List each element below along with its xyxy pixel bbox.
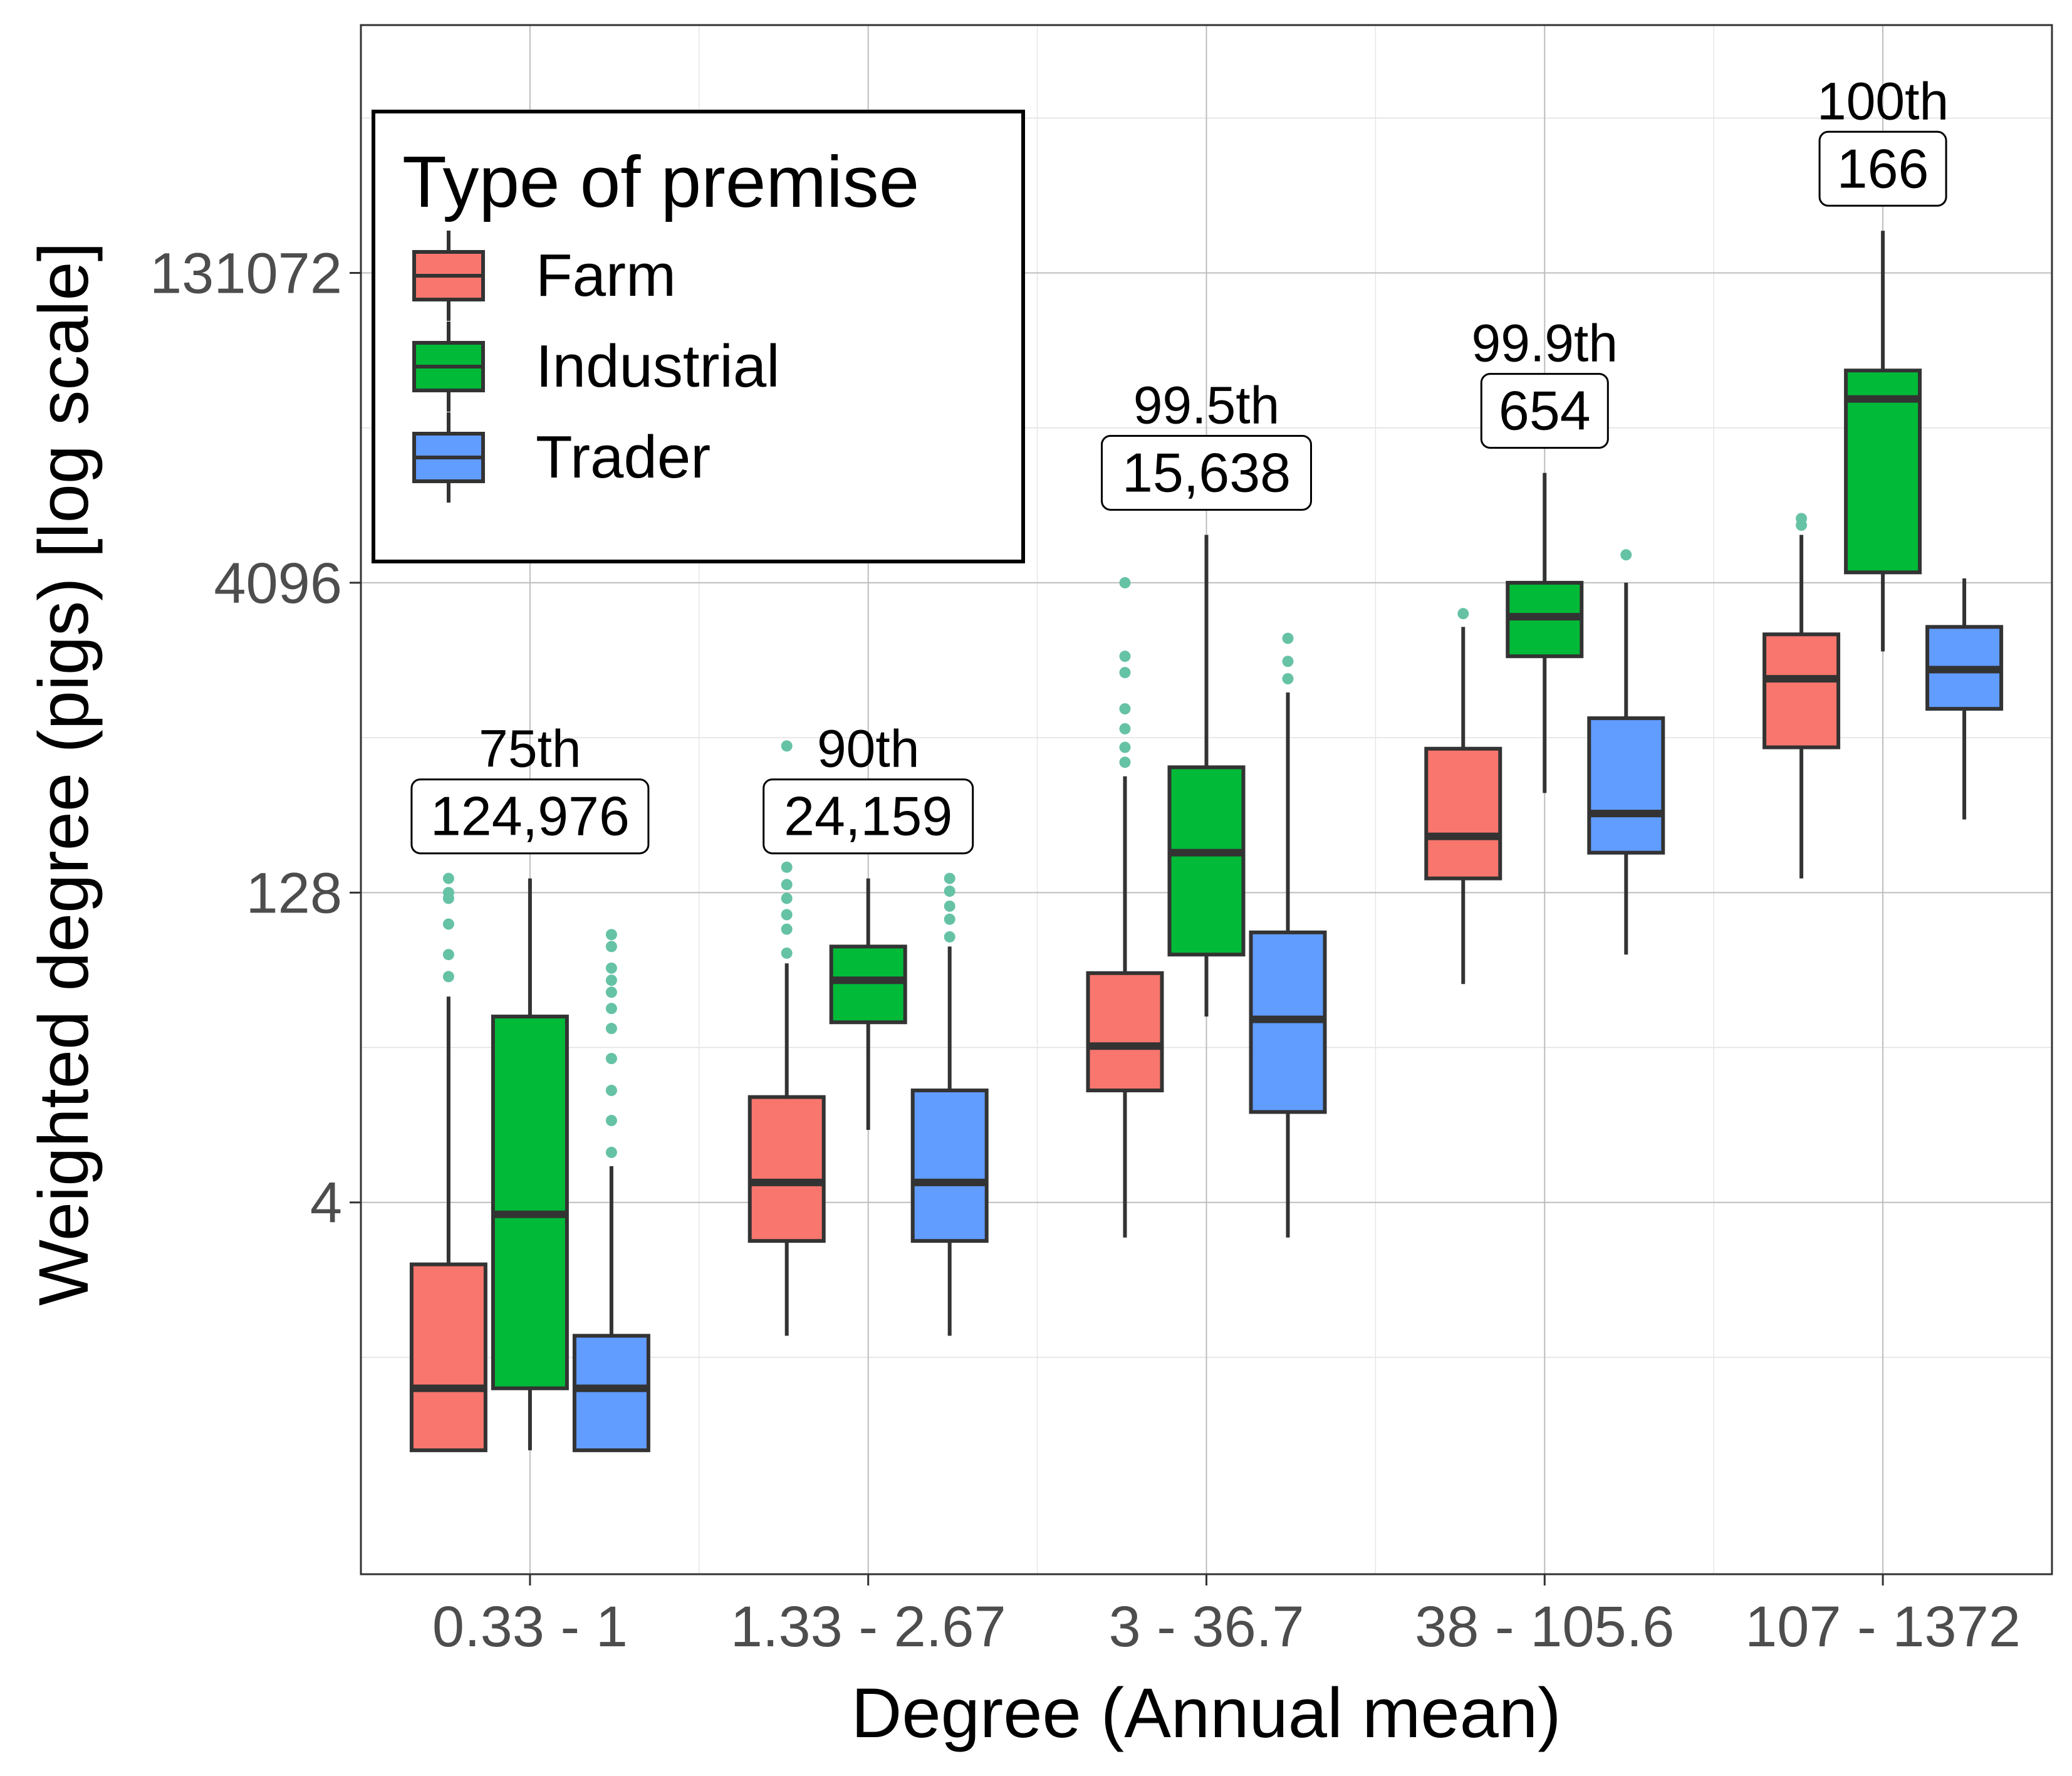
outlier-point — [1119, 667, 1131, 679]
percentile-label: 99.5th — [1133, 375, 1280, 434]
box — [1086, 971, 1164, 1093]
legend-entry-label: Trader — [536, 424, 711, 491]
outlier-point — [605, 986, 617, 998]
outlier-point — [442, 887, 454, 899]
data-layer — [409, 231, 2004, 1453]
outlier-point — [605, 929, 617, 941]
box — [747, 1095, 826, 1243]
y-tick-label: 128 — [246, 861, 343, 925]
box — [572, 1334, 650, 1453]
box — [1762, 632, 1841, 750]
y-tick-label: 4 — [310, 1171, 342, 1235]
axes: 4 128 4096 131072 0.33 - 1 1.33 - 2.67 3 - 36.… — [150, 242, 2021, 1659]
percentile-label: 75th — [479, 719, 581, 778]
count-label: 166 — [1837, 137, 1929, 199]
percentile-label: 100th — [1817, 71, 1949, 130]
outlier-point — [1620, 549, 1632, 561]
count-label-box — [1101, 434, 1312, 511]
legend-entry-label: Industrial — [536, 333, 780, 400]
outlier-point — [442, 971, 454, 983]
legend-entry-trader: Trader — [412, 412, 711, 503]
count-label-box — [1818, 130, 1947, 207]
outlier-point — [781, 740, 793, 752]
x-tick-label: 3 - 36.7 — [1109, 1595, 1304, 1659]
box — [409, 1262, 487, 1453]
outlier-point — [944, 913, 955, 925]
outlier-point — [1119, 741, 1131, 753]
series-trader — [572, 549, 2004, 1453]
outlier-point — [442, 918, 454, 930]
x-tick-label: 107 - 1372 — [1745, 1595, 2021, 1659]
outlier-point — [1282, 673, 1294, 685]
series-industrial — [491, 231, 1922, 1451]
x-tick-label: 38 - 105.6 — [1415, 1595, 1674, 1659]
percentile-label: 99.9th — [1472, 314, 1618, 373]
x-tick-label: 0.33 - 1 — [432, 1595, 628, 1659]
outlier-point — [605, 962, 617, 974]
outlier-point — [605, 941, 617, 953]
outlier-point — [1282, 656, 1294, 667]
outlier-point — [1457, 608, 1469, 620]
outlier-point — [1119, 577, 1131, 588]
count-label: 24,159 — [784, 785, 952, 847]
outlier-point — [605, 1085, 617, 1097]
outlier-point — [781, 892, 793, 904]
outlier-point — [605, 1023, 617, 1035]
percentile-label: 90th — [817, 719, 920, 778]
outlier-point — [1282, 632, 1294, 644]
box — [1587, 716, 1665, 855]
box — [829, 944, 907, 1025]
outlier-point — [1119, 723, 1131, 734]
outlier-point — [944, 872, 955, 884]
outlier-point — [781, 909, 793, 921]
count-label: 654 — [1499, 380, 1591, 442]
x-axis-title: Degree (Annual mean) — [851, 1674, 1561, 1752]
y-tick-label: 4096 — [214, 551, 342, 615]
box — [1167, 765, 1246, 957]
count-label-box — [763, 778, 974, 855]
annotations: 124,976 75th 24,159 90th 15,638 99.5th 654 99.9… — [410, 71, 1949, 855]
outlier-point — [605, 974, 617, 986]
box — [1844, 368, 1922, 575]
legend-title: Type of premise — [402, 141, 919, 222]
outlier-point — [605, 1115, 617, 1127]
outlier-point — [1119, 756, 1131, 768]
legend: Type of premise Farm Industrial Trader — [372, 110, 1025, 563]
legend-entry-farm: Farm — [412, 231, 676, 321]
box — [910, 1089, 989, 1243]
y-axis-title: Weighted degree (pigs) [log scale] — [24, 242, 103, 1306]
count-label: 124,976 — [430, 785, 630, 847]
count-label: 15,638 — [1122, 441, 1291, 503]
outlier-point — [605, 1003, 617, 1015]
x-tick-label: 1.33 - 2.67 — [731, 1595, 1006, 1659]
count-label-box — [410, 778, 650, 855]
outlier-point — [1796, 513, 1808, 525]
outlier-point — [605, 1146, 617, 1158]
box — [1424, 746, 1502, 880]
outlier-point — [944, 885, 955, 897]
outlier-point — [605, 1053, 617, 1065]
legend-entry-label: Farm — [536, 242, 676, 309]
outlier-point — [944, 931, 955, 943]
legend-box — [372, 110, 1025, 563]
outlier-point — [781, 879, 793, 891]
outlier-point — [442, 872, 454, 884]
outlier-point — [1119, 650, 1131, 662]
outlier-point — [781, 947, 793, 959]
count-label-box — [1480, 373, 1609, 449]
box — [491, 1015, 569, 1391]
outlier-point — [781, 923, 793, 935]
outlier-point — [1119, 703, 1131, 715]
outlier-point — [944, 900, 955, 912]
series-farm — [409, 513, 1841, 1453]
outlier-point — [442, 949, 454, 961]
outlier-point — [781, 861, 793, 873]
y-tick-label: 131072 — [150, 242, 342, 306]
legend-entry-industrial: Industrial — [412, 321, 780, 412]
